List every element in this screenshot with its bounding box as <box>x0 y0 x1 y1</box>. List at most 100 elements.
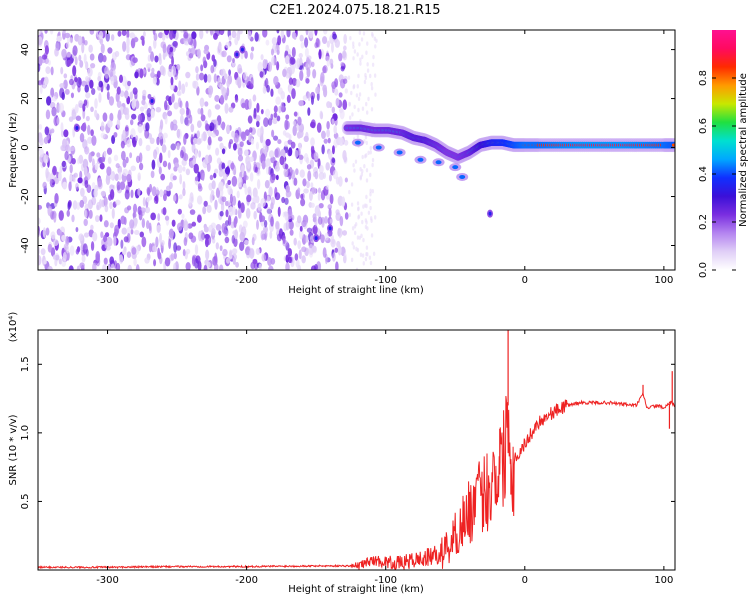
spectrogram-y-label: Frequency (Hz) <box>8 112 19 188</box>
noise-cell <box>175 245 182 251</box>
noise-cell <box>357 107 360 113</box>
noise-cell <box>326 101 331 109</box>
secondary-trace-core <box>354 140 361 145</box>
noise-cell <box>229 249 233 257</box>
noise-cell <box>264 180 270 189</box>
noise-cell <box>271 37 278 45</box>
noise-cell <box>337 245 342 256</box>
noise-cell <box>256 219 259 230</box>
noise-cell <box>50 128 55 134</box>
noise-cell <box>352 245 356 250</box>
noise-cell <box>369 188 372 193</box>
noise-cell <box>250 46 255 52</box>
colorbar-ticks: 0.0 0.2 0.4 0.6 0.8 <box>698 70 736 278</box>
noise-cell <box>239 241 245 252</box>
noise-cell <box>270 257 276 265</box>
noise-cell <box>162 132 168 139</box>
spectrogram-x-tick-label: -100 <box>374 275 397 286</box>
noise-cell <box>134 91 138 100</box>
noise-cell <box>354 159 358 164</box>
noise-cell <box>305 156 310 164</box>
noise-cell <box>135 100 140 110</box>
noise-cell <box>188 232 194 240</box>
noise-cell <box>162 51 166 61</box>
noise-cell <box>185 81 188 88</box>
noise-cell <box>207 73 212 83</box>
noise-cell <box>250 202 256 210</box>
noise-cell <box>221 162 226 170</box>
noise-cell <box>141 236 147 248</box>
noise-cell <box>253 161 257 167</box>
noise-cell <box>88 209 93 219</box>
noise-cell <box>100 121 105 132</box>
noise-cell <box>187 223 193 229</box>
noise-cell <box>321 144 325 155</box>
secondary-trace-core <box>375 145 382 150</box>
noise-cell <box>170 143 177 151</box>
noise-cell <box>294 149 299 158</box>
noise-cell <box>135 155 141 164</box>
noise-cell <box>152 30 156 36</box>
noise-cell <box>159 119 164 130</box>
noise-cell <box>148 242 152 253</box>
noise-cell <box>288 220 294 230</box>
noise-cell <box>66 59 72 67</box>
noise-cell <box>60 66 64 75</box>
noise-cell <box>244 99 250 111</box>
noise-cell <box>44 30 48 34</box>
noise-cell <box>176 90 182 97</box>
noise-cell <box>240 164 245 174</box>
noise-cell <box>177 164 183 174</box>
noise-cell <box>357 215 360 220</box>
noise-cell <box>126 139 132 148</box>
noise-cell <box>170 76 174 86</box>
noise-cell <box>59 165 63 174</box>
noise-cell <box>92 231 98 242</box>
noise-cell <box>193 80 199 89</box>
noise-cell <box>297 148 301 156</box>
noise-cell <box>221 196 227 203</box>
noise-cell <box>112 69 116 76</box>
noise-cell <box>99 214 103 222</box>
noise-cell <box>219 264 224 270</box>
noise-cell <box>53 239 59 247</box>
noise-cell <box>130 229 134 235</box>
noise-cell <box>115 163 120 169</box>
noise-cell <box>153 38 157 49</box>
noise-cell <box>90 62 96 69</box>
noise-cell <box>139 231 145 238</box>
noise-cell <box>281 196 286 204</box>
noise-cell <box>133 37 139 43</box>
noise-cell <box>53 212 57 223</box>
noise-cell <box>331 106 336 114</box>
noise-cell <box>120 140 125 149</box>
noise-cell <box>359 176 362 181</box>
noise-cell <box>219 245 223 252</box>
noise-cell <box>199 30 204 40</box>
noise-cell <box>137 123 143 134</box>
noise-cell <box>301 255 306 264</box>
noise-cell <box>199 97 205 108</box>
noise-cell <box>357 206 360 212</box>
noise-cell <box>245 208 251 219</box>
noise-cell <box>221 50 227 58</box>
noise-cell <box>257 202 262 211</box>
noise-cell <box>360 37 364 42</box>
noise-cell <box>113 131 118 138</box>
noise-cell <box>74 76 78 83</box>
noise-cell <box>75 182 79 191</box>
noise-cell <box>231 206 236 216</box>
noise-cell <box>285 185 290 193</box>
noise-cell <box>81 42 85 54</box>
noise-cell <box>349 35 352 41</box>
noise-cell <box>38 55 43 67</box>
noise-cell <box>359 252 363 258</box>
noise-cell <box>142 196 146 207</box>
noise-cell <box>83 232 90 238</box>
noise-cell <box>357 96 361 102</box>
noise-cell <box>247 30 252 40</box>
noise-cell <box>159 189 164 198</box>
noise-cell <box>228 35 232 41</box>
noise-cell <box>347 75 351 80</box>
noise-cell <box>366 41 369 46</box>
